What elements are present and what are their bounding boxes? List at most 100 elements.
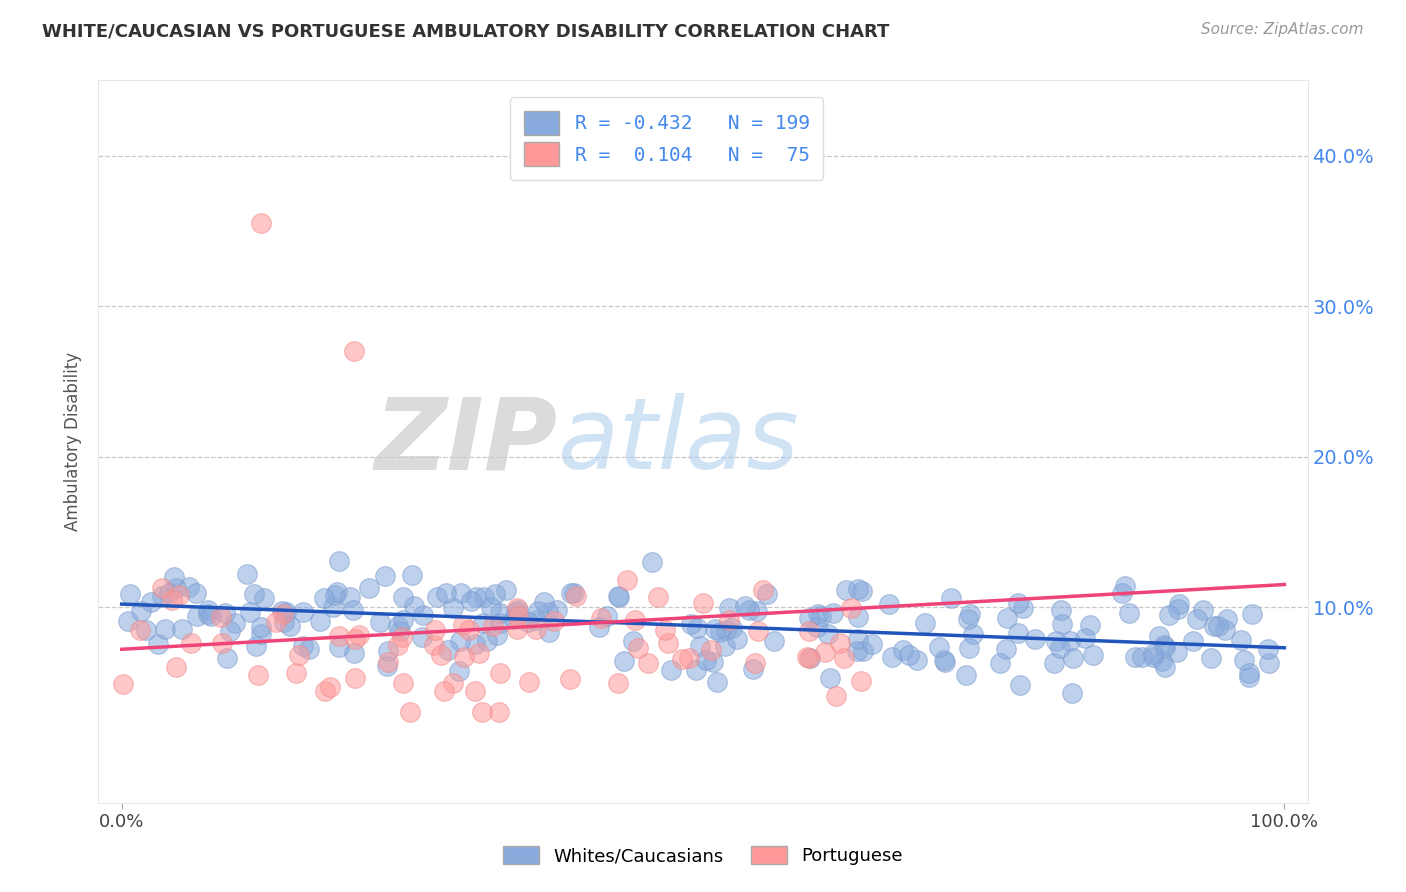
Point xyxy=(118,587,141,601)
Point xyxy=(215,651,238,665)
Point xyxy=(1007,626,1029,640)
Legend: R = -0.432   N = 199, R =  0.104   N =  75: R = -0.432 N = 199, R = 0.104 N = 75 xyxy=(510,97,823,179)
Point xyxy=(526,614,548,628)
Point xyxy=(738,603,761,617)
Point xyxy=(727,632,749,646)
Point xyxy=(117,614,139,628)
Point xyxy=(343,646,366,660)
Point xyxy=(150,581,173,595)
Text: WHITE/CAUCASIAN VS PORTUGUESE AMBULATORY DISABILITY CORRELATION CHART: WHITE/CAUCASIAN VS PORTUGUESE AMBULATORY… xyxy=(42,22,890,40)
Point xyxy=(702,655,724,669)
Point xyxy=(527,604,550,618)
Point xyxy=(744,656,766,670)
Point xyxy=(298,641,321,656)
Point xyxy=(914,615,936,630)
Point xyxy=(692,596,714,610)
Point xyxy=(160,593,183,607)
Point xyxy=(433,683,456,698)
Point xyxy=(271,607,294,622)
Point xyxy=(135,623,157,637)
Point xyxy=(467,646,489,660)
Point xyxy=(186,609,208,624)
Point xyxy=(846,582,869,596)
Point xyxy=(1059,634,1081,648)
Point xyxy=(1153,640,1175,655)
Point xyxy=(995,610,1018,624)
Point xyxy=(654,623,676,637)
Point xyxy=(1024,632,1046,647)
Point xyxy=(810,609,832,624)
Point xyxy=(1114,579,1136,593)
Point xyxy=(637,656,659,670)
Point xyxy=(292,606,315,620)
Point xyxy=(375,659,398,673)
Point xyxy=(150,590,173,604)
Point xyxy=(616,573,638,587)
Point xyxy=(179,580,201,594)
Point xyxy=(347,628,370,642)
Point xyxy=(464,684,486,698)
Point xyxy=(558,672,581,686)
Point xyxy=(955,667,977,681)
Point xyxy=(503,612,526,626)
Point xyxy=(747,624,769,638)
Point xyxy=(880,649,903,664)
Point xyxy=(224,615,246,630)
Point xyxy=(292,640,315,654)
Point xyxy=(170,622,193,636)
Point xyxy=(851,583,873,598)
Point xyxy=(825,689,848,703)
Point xyxy=(1049,640,1071,655)
Point xyxy=(852,644,875,658)
Point xyxy=(153,623,176,637)
Point xyxy=(891,643,914,657)
Point xyxy=(197,607,219,622)
Point xyxy=(242,587,264,601)
Point xyxy=(389,624,412,638)
Point xyxy=(806,620,828,634)
Point xyxy=(714,640,737,654)
Point xyxy=(928,640,950,655)
Point xyxy=(706,675,728,690)
Point xyxy=(314,591,336,605)
Point xyxy=(671,652,693,666)
Point xyxy=(392,613,415,627)
Point xyxy=(718,601,741,615)
Point xyxy=(679,616,702,631)
Point xyxy=(1153,638,1175,652)
Point xyxy=(860,637,883,651)
Point xyxy=(328,629,350,643)
Point xyxy=(718,613,741,627)
Point xyxy=(488,606,510,620)
Point xyxy=(797,650,820,665)
Point xyxy=(484,587,506,601)
Point xyxy=(957,612,980,626)
Point xyxy=(689,639,711,653)
Point xyxy=(1111,586,1133,600)
Point xyxy=(368,615,391,629)
Point xyxy=(475,633,498,648)
Point xyxy=(377,644,399,658)
Point xyxy=(659,663,682,677)
Point xyxy=(481,600,503,615)
Point xyxy=(1153,660,1175,674)
Point xyxy=(1149,629,1171,643)
Point xyxy=(797,624,820,639)
Point xyxy=(564,589,586,603)
Point xyxy=(799,650,821,665)
Point xyxy=(489,666,512,681)
Point xyxy=(1182,633,1205,648)
Point xyxy=(165,582,187,596)
Point xyxy=(339,590,361,604)
Point xyxy=(1062,651,1084,665)
Point xyxy=(709,624,731,639)
Point xyxy=(464,590,486,604)
Point xyxy=(647,591,669,605)
Point xyxy=(508,603,530,617)
Point xyxy=(404,599,426,614)
Point xyxy=(471,706,494,720)
Point xyxy=(489,616,512,631)
Point xyxy=(209,610,232,624)
Point xyxy=(274,605,297,619)
Point xyxy=(1043,657,1066,671)
